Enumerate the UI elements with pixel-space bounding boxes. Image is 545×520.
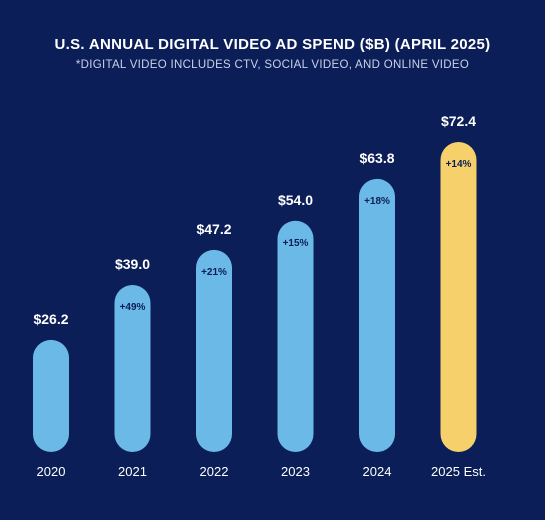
category-label: 2023 [281, 464, 310, 479]
value-label: $54.0 [278, 192, 313, 208]
bar-2022 [196, 249, 232, 452]
bar-2024 [359, 178, 395, 452]
category-label: 2020 [37, 464, 66, 479]
growth-label: +14% [446, 159, 472, 170]
value-label: $26.2 [33, 311, 68, 327]
chart-title: U.S. ANNUAL DIGITAL VIDEO AD SPEND ($B) … [54, 36, 491, 53]
value-label: $39.0 [115, 256, 150, 272]
value-label: $47.2 [196, 221, 231, 237]
growth-label: +15% [283, 238, 309, 249]
category-label: 2022 [200, 464, 229, 479]
value-label: $63.8 [359, 150, 394, 166]
bar-2023 [277, 220, 314, 452]
growth-label: +49% [120, 302, 146, 313]
category-label: 2025 Est. [431, 464, 486, 479]
growth-label: +18% [364, 196, 390, 207]
category-label: 2021 [118, 464, 147, 479]
value-label: $72.4 [441, 113, 476, 129]
bar-2020 [33, 339, 69, 452]
bar-2025-est- [440, 142, 477, 452]
growth-label: +21% [201, 267, 227, 278]
chart-subtitle: *DIGITAL VIDEO INCLUDES CTV, SOCIAL VIDE… [75, 59, 470, 71]
bar-2021 [114, 285, 151, 452]
category-label: 2024 [363, 464, 392, 479]
